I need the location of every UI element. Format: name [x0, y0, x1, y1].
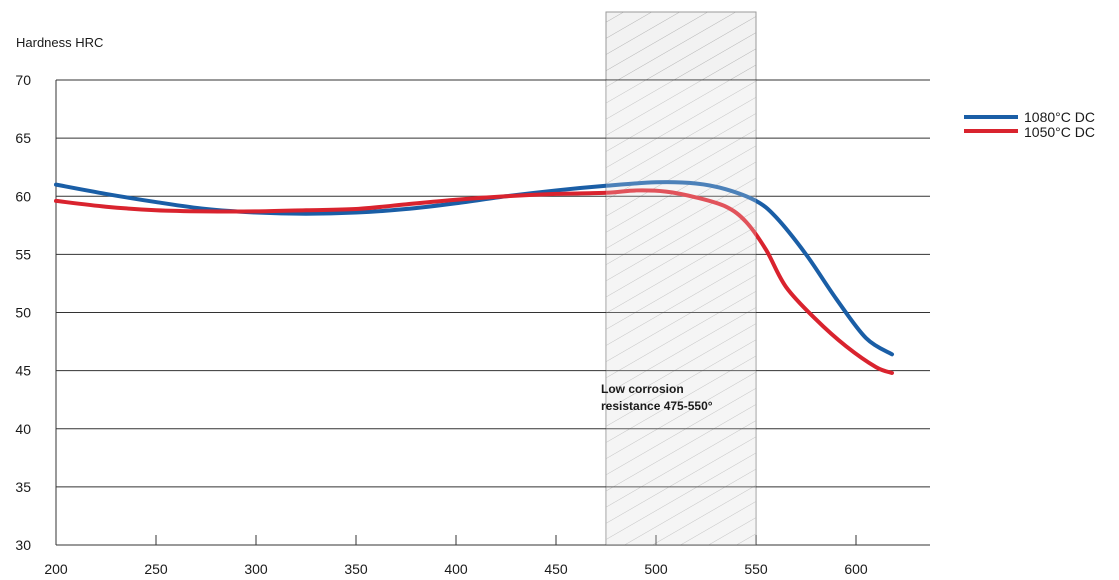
x-tick-label: 400: [444, 561, 468, 577]
y-tick-label: 70: [15, 72, 31, 88]
band-overlay: [606, 80, 756, 545]
y-tick-label: 65: [15, 130, 31, 146]
legend-label-1050: 1050°C DC: [1024, 124, 1095, 140]
band-annotation-line-1: Low corrosion: [601, 382, 684, 396]
x-tick-label: 350: [344, 561, 368, 577]
x-tick-label: 200: [44, 561, 68, 577]
x-tick-label: 250: [144, 561, 168, 577]
legend: 1080°C DC 1050°C DC: [964, 109, 1095, 140]
series-lines: [54, 80, 894, 545]
y-tick-label: 50: [15, 305, 31, 321]
low-corrosion-band: [605, 11, 757, 546]
x-tick-labels: 200 250 300 350 400 450 500 550 600: [44, 535, 868, 577]
series-line-1: [54, 188, 894, 375]
band-annotation-line-2: resistance 475-550°: [601, 399, 713, 413]
series-line-0: [54, 180, 894, 357]
gridlines: [56, 79, 930, 546]
x-tick-label: 500: [644, 561, 668, 577]
y-tick-label: 40: [15, 421, 31, 437]
y-tick-label: 35: [15, 479, 31, 495]
x-tick-label: 550: [744, 561, 768, 577]
y-tick-label: 60: [15, 188, 31, 204]
y-tick-label: 30: [15, 537, 31, 553]
y-tick-label: 45: [15, 363, 31, 379]
legend-label-1080: 1080°C DC: [1024, 109, 1095, 125]
x-tick-label: 300: [244, 561, 268, 577]
y-tick-label: 55: [15, 246, 31, 262]
x-tick-label: 600: [844, 561, 868, 577]
y-axis-title: Hardness HRC: [16, 35, 103, 50]
x-tick-label: 450: [544, 561, 568, 577]
y-tick-labels: 30 35 40 45 50 55 60 65 70: [15, 72, 31, 553]
